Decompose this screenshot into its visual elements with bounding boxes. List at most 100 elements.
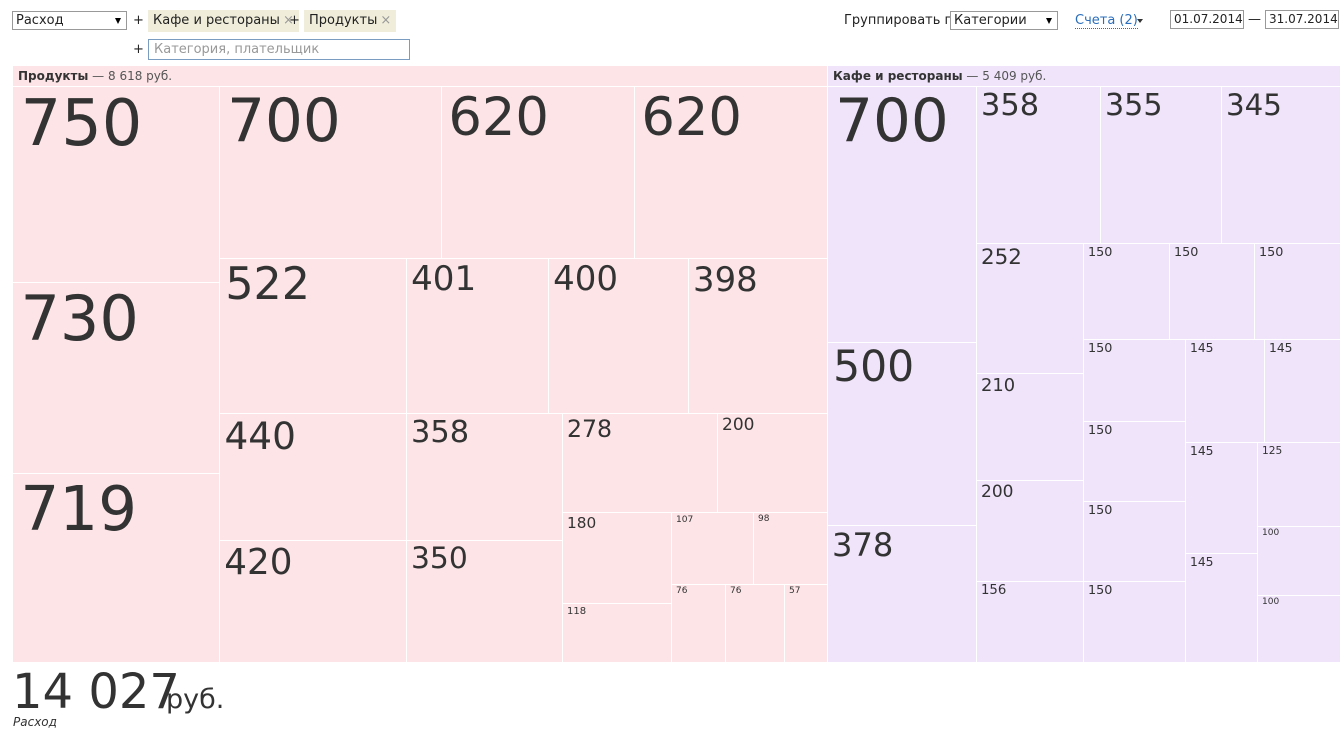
cell-value: 345	[1226, 88, 1282, 122]
treemap-cell[interactable]: 200	[977, 481, 1085, 583]
date-from[interactable]: 01.07.2014	[1170, 10, 1244, 29]
cell-value: 278	[567, 415, 613, 443]
treemap-cell[interactable]: 180	[563, 513, 673, 605]
remove-filter[interactable]: ×	[282, 13, 294, 28]
cell-value: 76	[676, 586, 688, 596]
cell-value: 620	[448, 87, 549, 148]
treemap-cell[interactable]: 150	[1084, 422, 1187, 503]
cell-value: 100	[1262, 597, 1280, 607]
treemap-cell[interactable]: 145	[1265, 340, 1342, 444]
range-dash: —	[1248, 12, 1261, 27]
treemap-cell[interactable]: 522	[220, 259, 408, 415]
group-by-label: Группировать по	[844, 13, 961, 28]
treemap-cell[interactable]: 358	[977, 87, 1102, 245]
treemap-cell[interactable]: 358	[407, 414, 564, 542]
cell-value: 730	[20, 283, 139, 355]
cell-value: 750	[20, 87, 143, 161]
treemap-cell[interactable]: 252	[977, 244, 1085, 375]
cell-value: 150	[1088, 423, 1113, 438]
cell-value: 350	[411, 541, 468, 576]
treemap-cell[interactable]: 145	[1186, 443, 1259, 555]
cell-value: 125	[1262, 444, 1283, 457]
cell-value: 620	[641, 87, 742, 148]
footer-label: Расход	[13, 715, 57, 729]
group-by-select[interactable]: Категории	[950, 11, 1058, 30]
cell-value: 700	[835, 87, 949, 156]
treemap-cell[interactable]: 398	[689, 259, 829, 415]
cell-value: 57	[789, 586, 801, 596]
treemap-cell[interactable]: 100	[1258, 596, 1342, 664]
treemap-cell[interactable]: 700	[828, 87, 978, 344]
treemap-cell[interactable]: 378	[828, 526, 978, 664]
treemap-cell[interactable]: 750	[13, 87, 221, 284]
treemap-cell[interactable]: 345	[1222, 87, 1342, 245]
cell-value: 180	[567, 514, 597, 532]
treemap-cell[interactable]: 145	[1186, 340, 1266, 444]
treemap-cell[interactable]: 620	[442, 87, 636, 260]
placeholder: Категория, плательщик	[154, 42, 320, 57]
footer-total: 14 027	[12, 664, 180, 720]
filter-chip[interactable]: Кафе и рестораны ×	[148, 10, 299, 32]
treemap-cell[interactable]: 730	[13, 283, 221, 475]
cell-value: 76	[730, 586, 742, 596]
group-name: Продукты	[18, 69, 89, 83]
treemap-cell[interactable]: 278	[563, 414, 719, 514]
cell-value: 100	[1262, 528, 1280, 538]
cell-value: 719	[20, 474, 137, 545]
cell-value: 150	[1088, 245, 1113, 260]
treemap-cell[interactable]: 350	[407, 541, 564, 664]
treemap-cell[interactable]: 440	[220, 414, 408, 542]
treemap-cell[interactable]: 118	[563, 604, 673, 664]
group-name: Кафе и рестораны	[833, 69, 963, 83]
treemap-cell[interactable]: 150	[1084, 340, 1187, 423]
cell-value: 355	[1105, 88, 1163, 123]
treemap-cell[interactable]: 210	[977, 374, 1085, 482]
treemap-cell[interactable]: 420	[220, 541, 408, 664]
cell-value: 145	[1190, 341, 1214, 355]
filter-label: Продукты	[309, 13, 378, 28]
date-to[interactable]: 31.07.2014	[1265, 10, 1339, 29]
type-select[interactable]: Расход	[12, 11, 127, 30]
treemap-cell[interactable]: 98	[754, 513, 829, 586]
treemap-cell[interactable]: 76	[672, 585, 727, 664]
treemap-cell[interactable]: 125	[1258, 443, 1342, 528]
cell-value: 210	[981, 375, 1016, 396]
accounts-arrow[interactable]	[1137, 19, 1143, 23]
treemap-cell[interactable]: 107	[672, 513, 755, 586]
treemap-cell[interactable]: 401	[407, 259, 550, 415]
treemap-cell[interactable]: 57	[785, 585, 829, 664]
treemap-cell[interactable]: 355	[1101, 87, 1223, 245]
treemap-cell[interactable]: 156	[977, 582, 1085, 664]
treemap-cell[interactable]: 700	[220, 87, 443, 260]
accounts-link[interactable]: Счета (2)	[1075, 13, 1138, 29]
search-input[interactable]: Категория, плательщик	[148, 39, 410, 60]
treemap-cell[interactable]: 145	[1186, 554, 1259, 664]
treemap-cell[interactable]: 150	[1084, 582, 1187, 664]
treemap-cell[interactable]: 150	[1170, 244, 1256, 341]
add-sign: +	[289, 13, 300, 28]
type-select-value: Расход	[16, 13, 64, 28]
filter-label: Кафе и рестораны	[153, 13, 280, 28]
cell-value: 200	[722, 415, 755, 435]
treemap-cell[interactable]: 100	[1258, 527, 1342, 597]
cell-value: 118	[567, 606, 587, 617]
cell-value: 420	[224, 542, 293, 583]
treemap-cell[interactable]: 150	[1255, 244, 1342, 341]
filter-chip[interactable]: Продукты ×	[304, 10, 397, 32]
treemap-cell[interactable]: 620	[635, 87, 829, 260]
cell-value: 150	[1088, 583, 1113, 598]
treemap-cell[interactable]: 719	[13, 474, 221, 664]
cell-value: 107	[676, 515, 694, 525]
treemap-cell[interactable]: 150	[1084, 502, 1187, 583]
cell-value: 145	[1190, 555, 1214, 569]
cell-value: 200	[981, 482, 1014, 502]
separator: —	[92, 69, 105, 83]
treemap-cell[interactable]: 500	[828, 343, 978, 527]
remove-filter[interactable]: ×	[380, 13, 392, 28]
treemap-cell[interactable]: 200	[718, 414, 829, 514]
treemap-cell[interactable]: 400	[549, 259, 690, 415]
cell-value: 98	[758, 514, 770, 524]
treemap-cell[interactable]: 76	[726, 585, 786, 664]
treemap-cell[interactable]: 150	[1084, 244, 1171, 341]
